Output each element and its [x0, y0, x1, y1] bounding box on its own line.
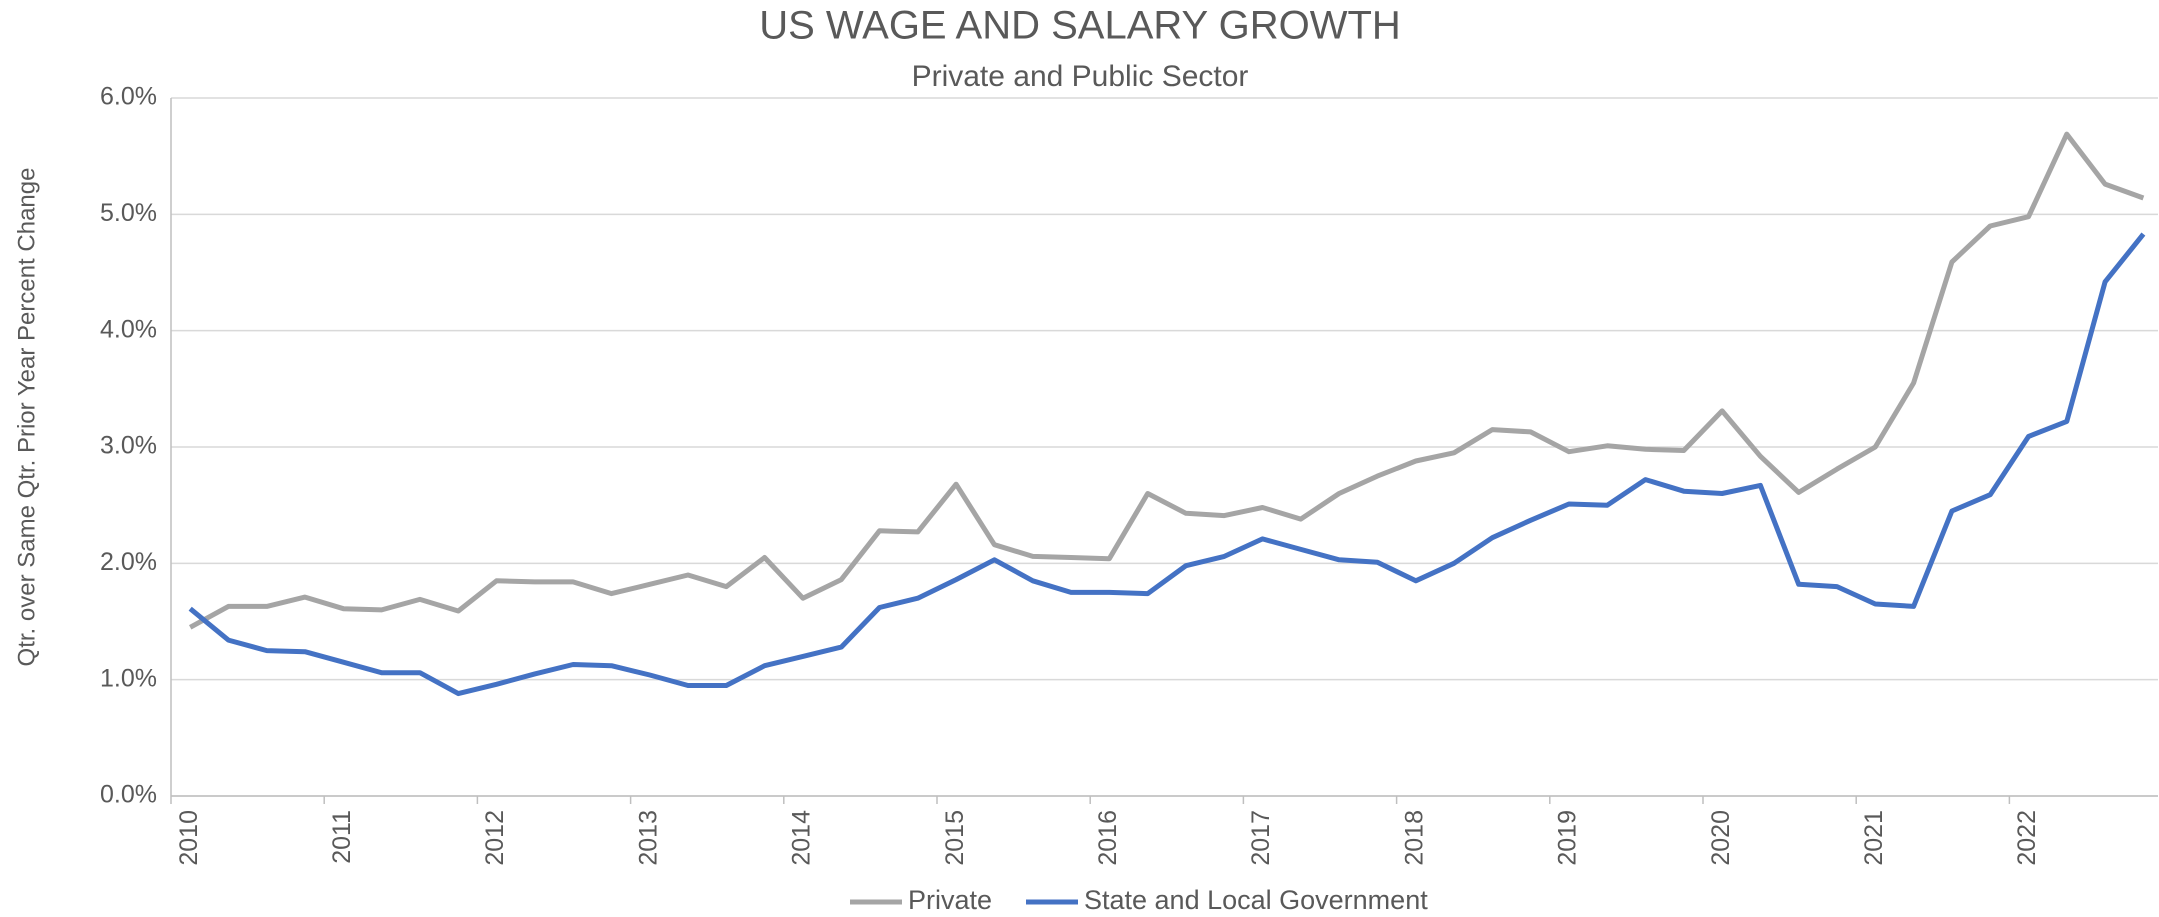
y-tick-label: 0.0%: [100, 781, 157, 809]
chart-title: US WAGE AND SALARY GROWTH: [759, 4, 1401, 48]
y-tick-label: 1.0%: [100, 664, 157, 692]
x-tick-label: 2011: [328, 810, 356, 864]
x-tick-label: 2016: [1094, 810, 1122, 866]
x-tick-label: 2012: [481, 810, 509, 866]
series-line: [188, 232, 2146, 697]
y-tick-label: 4.0%: [100, 315, 157, 343]
legend-label: State and Local Government: [1084, 885, 1428, 915]
x-tick-label: 2022: [2013, 810, 2041, 866]
x-tick-label: 2019: [1554, 810, 1582, 866]
x-tick-label: 2014: [788, 810, 816, 866]
y-tick-label: 6.0%: [100, 83, 157, 111]
x-tick-label: 2020: [1707, 810, 1735, 866]
series-line: [189, 131, 2145, 630]
x-tick-label: 2010: [175, 810, 203, 866]
y-tick-label: 3.0%: [100, 432, 157, 460]
x-tick-label: 2017: [1247, 810, 1275, 866]
legend-label: Private: [908, 885, 992, 915]
x-tick-label: 2015: [941, 810, 969, 866]
y-tick-label: 2.0%: [100, 548, 157, 576]
y-axis-title: Qtr. over Same Qtr. Prior Year Percent C…: [13, 168, 40, 667]
x-tick-label: 2018: [1400, 810, 1428, 866]
x-tick-label: 2013: [634, 810, 662, 866]
y-tick-label: 5.0%: [100, 199, 157, 227]
x-tick-label: 2021: [1860, 810, 1888, 866]
chart-subtitle: Private and Public Sector: [912, 60, 1249, 93]
